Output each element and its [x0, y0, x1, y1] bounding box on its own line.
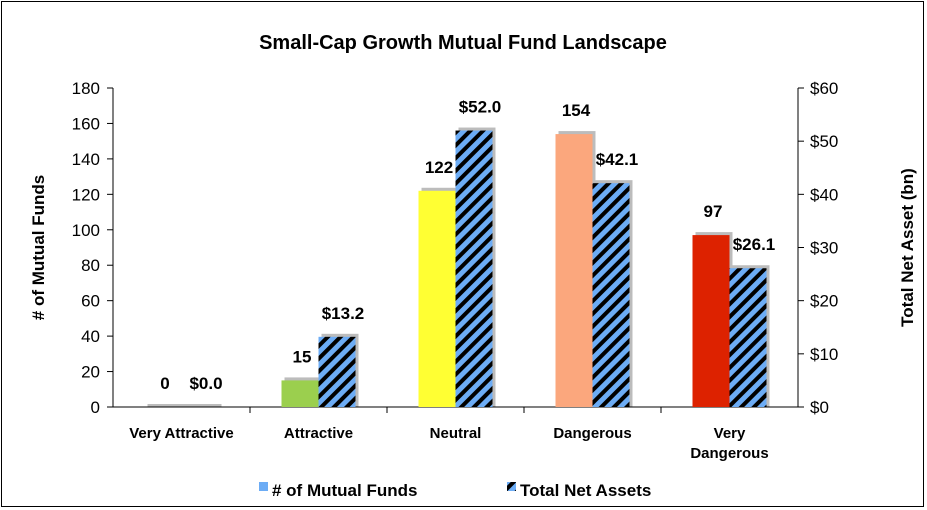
category-label: Very	[714, 425, 746, 442]
category-label: Dangerous	[690, 445, 768, 462]
left-tick-label: 40	[81, 327, 100, 346]
bar-shadow	[184, 404, 222, 407]
legend-label-assets: Total Net Assets	[520, 481, 651, 500]
bar-shadow	[147, 404, 185, 407]
right-axis-title: Total Net Asset (bn)	[898, 168, 917, 327]
funds-data-label: 154	[562, 101, 591, 120]
funds-data-label: 0	[160, 374, 169, 393]
left-tick-label: 180	[72, 79, 100, 98]
assets-data-label: $42.1	[596, 150, 639, 169]
legend-swatch-assets	[507, 482, 516, 491]
right-tick-label: $60	[810, 79, 838, 98]
left-tick-label: 0	[91, 398, 100, 417]
left-tick-label: 140	[72, 150, 100, 169]
assets-data-label: $26.1	[733, 235, 776, 254]
category-label: Dangerous	[553, 425, 631, 442]
right-tick-label: $10	[810, 345, 838, 364]
funds-bar	[692, 235, 730, 407]
funds-bar	[281, 380, 319, 407]
right-tick-label: $40	[810, 185, 838, 204]
assets-bar	[455, 130, 493, 408]
left-tick-label: 80	[81, 256, 100, 275]
category-label: Attractive	[284, 425, 353, 442]
left-axis-title: # of Mutual Funds	[29, 175, 48, 320]
category-label: Very Attractive	[129, 425, 234, 442]
assets-data-label: $52.0	[459, 98, 502, 117]
legend-label-funds: # of Mutual Funds	[272, 481, 417, 500]
funds-data-label: 97	[704, 202, 723, 221]
assets-bar	[729, 268, 767, 407]
assets-bar	[592, 183, 630, 407]
left-tick-label: 100	[72, 221, 100, 240]
chart-title: Small-Cap Growth Mutual Fund Landscape	[259, 32, 667, 54]
left-tick-label: 20	[81, 363, 100, 382]
left-tick-label: 60	[81, 292, 100, 311]
left-tick-label: 160	[72, 114, 100, 133]
right-tick-label: $50	[810, 132, 838, 151]
assets-data-label: $13.2	[322, 304, 365, 323]
assets-bar	[318, 336, 356, 407]
right-tick-label: $30	[810, 239, 838, 258]
funds-data-label: 122	[425, 158, 453, 177]
category-label: Neutral	[430, 425, 482, 442]
funds-data-label: 15	[293, 347, 312, 366]
funds-bar	[555, 134, 593, 408]
left-tick-label: 120	[72, 185, 100, 204]
legend-swatch-funds	[259, 482, 268, 491]
right-tick-label: $0	[810, 398, 829, 417]
right-tick-label: $20	[810, 292, 838, 311]
funds-bar	[418, 190, 456, 407]
assets-data-label: $0.0	[189, 374, 222, 393]
